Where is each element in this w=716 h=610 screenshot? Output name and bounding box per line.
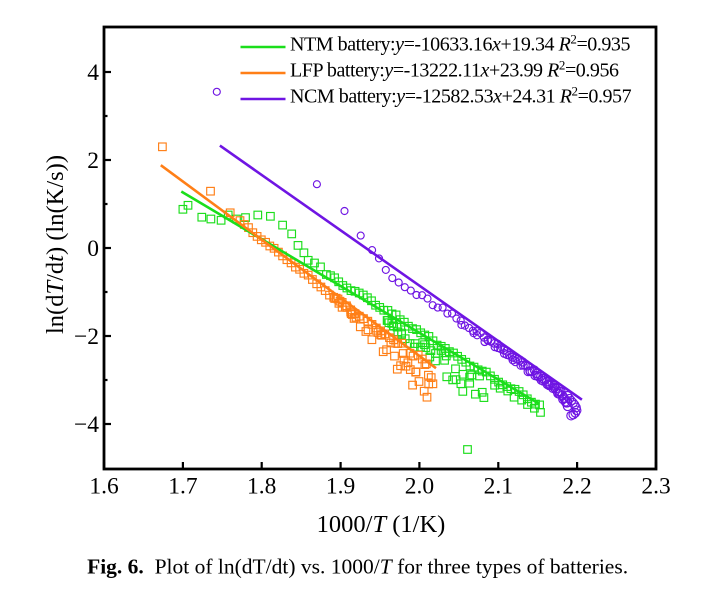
svg-text:2.3: 2.3 <box>641 474 670 500</box>
svg-text:2.0: 2.0 <box>405 474 434 500</box>
svg-text:Fig. 6. Plot of ln(dT/dt) vs.: Fig. 6. Plot of ln(dT/dt) vs. 1000/T for… <box>87 555 628 579</box>
svg-text:NCM battery:y=-12582.53x+24.31: NCM battery:y=-12582.53x+24.31 R2=0.957 <box>290 84 632 108</box>
svg-text:LFP battery:y=-13222.11x+23.99: LFP battery:y=-13222.11x+23.99 R2=0.956 <box>290 58 619 82</box>
svg-text:1.6: 1.6 <box>89 474 119 500</box>
svg-text:ln(dT/dt) (ln(K/s)): ln(dT/dt) (ln(K/s)) <box>42 155 69 334</box>
svg-text:1000/T (1/K): 1000/T (1/K) <box>317 511 446 538</box>
svg-text:2.2: 2.2 <box>562 474 591 500</box>
svg-text:2: 2 <box>87 148 99 174</box>
svg-text:0: 0 <box>87 236 99 262</box>
svg-text:−4: −4 <box>74 412 99 438</box>
svg-text:1.8: 1.8 <box>247 474 276 500</box>
svg-text:−2: −2 <box>74 324 99 350</box>
svg-text:4: 4 <box>87 60 99 86</box>
svg-text:NTM battery:y=-10633.16x+19.34: NTM battery:y=-10633.16x+19.34 R2=0.935 <box>290 32 630 56</box>
svg-text:1.7: 1.7 <box>168 474 198 500</box>
svg-text:1.9: 1.9 <box>326 474 355 500</box>
svg-text:2.1: 2.1 <box>484 474 513 500</box>
